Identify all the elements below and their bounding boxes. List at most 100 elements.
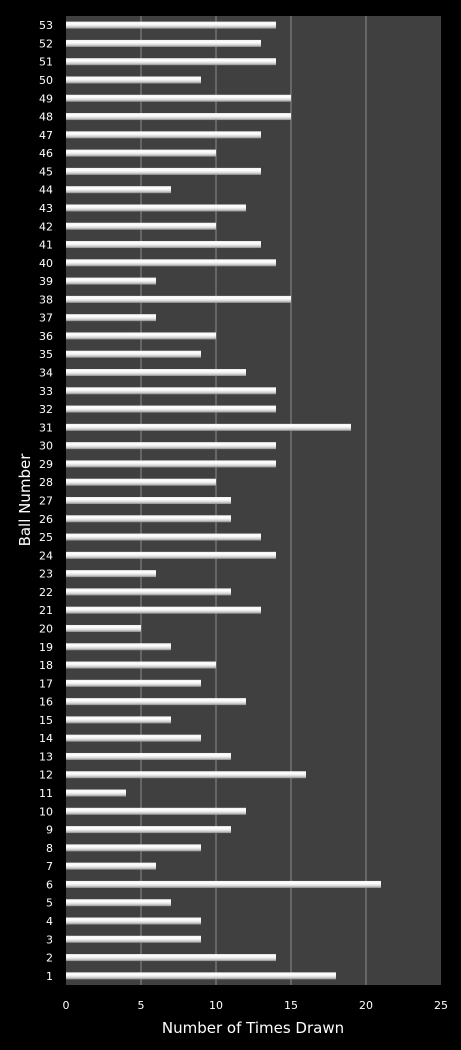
bar-ball-13 — [66, 752, 231, 760]
y-tick-label: 13 — [39, 750, 53, 763]
y-tick-label: 28 — [39, 476, 53, 489]
bar-ball-15 — [66, 716, 171, 724]
bar-ball-9 — [66, 826, 231, 834]
y-tick-label: 3 — [46, 933, 53, 946]
y-tick-label: 5 — [46, 897, 53, 910]
bars — [66, 21, 381, 980]
x-axis-title: Number of Times Drawn — [162, 1019, 344, 1037]
y-tick-label: 47 — [39, 129, 53, 142]
y-tick-label: 51 — [39, 56, 53, 69]
bar-ball-10 — [66, 807, 246, 815]
bar-ball-53 — [66, 21, 276, 29]
y-tick-label: 53 — [39, 19, 53, 32]
bar-ball-8 — [66, 844, 201, 852]
bar-ball-45 — [66, 167, 261, 175]
bar-ball-47 — [66, 131, 261, 139]
bar-ball-46 — [66, 149, 216, 157]
bar-ball-36 — [66, 332, 216, 340]
y-tick-label: 33 — [39, 385, 53, 398]
y-tick-label: 4 — [46, 915, 53, 928]
y-tick-label: 36 — [39, 330, 53, 343]
bar-ball-7 — [66, 862, 156, 870]
y-tick-label: 12 — [39, 769, 53, 782]
bar-ball-31 — [66, 423, 351, 431]
y-tick-label: 23 — [39, 568, 53, 581]
bar-ball-51 — [66, 58, 276, 66]
y-tick-label: 2 — [46, 952, 53, 965]
bar-ball-28 — [66, 478, 216, 486]
y-tick-label: 31 — [39, 421, 53, 434]
bar-ball-48 — [66, 113, 291, 121]
y-tick-label: 25 — [39, 531, 53, 544]
y-tick-label: 20 — [39, 622, 53, 635]
bar-ball-39 — [66, 277, 156, 285]
y-tick-label: 43 — [39, 202, 53, 215]
y-tick-label: 44 — [39, 184, 53, 197]
y-tick-label: 21 — [39, 604, 53, 617]
y-tick-label: 50 — [39, 74, 53, 87]
y-tick-label: 34 — [39, 367, 53, 380]
bar-ball-25 — [66, 533, 261, 541]
bar-ball-12 — [66, 771, 306, 779]
bar-ball-19 — [66, 643, 171, 651]
bar-ball-50 — [66, 76, 201, 84]
bar-ball-37 — [66, 314, 156, 322]
x-tick-label: 25 — [434, 999, 448, 1012]
bar-ball-34 — [66, 369, 246, 377]
bar-ball-11 — [66, 789, 126, 797]
y-tick-label: 14 — [39, 732, 53, 745]
bar-ball-17 — [66, 679, 201, 687]
bar-ball-21 — [66, 606, 261, 614]
y-tick-label: 27 — [39, 495, 53, 508]
y-tick-label: 52 — [39, 37, 53, 50]
y-tick-labels: 1234567891011121314151617181920212223242… — [39, 19, 53, 983]
bar-ball-33 — [66, 387, 276, 395]
bar-ball-42 — [66, 222, 216, 230]
y-tick-label: 41 — [39, 239, 53, 252]
bar-ball-44 — [66, 186, 171, 194]
x-tick-label: 15 — [284, 999, 298, 1012]
y-tick-label: 38 — [39, 293, 53, 306]
y-tick-label: 10 — [39, 805, 53, 818]
y-tick-label: 37 — [39, 312, 53, 325]
bar-ball-32 — [66, 405, 276, 413]
y-tick-label: 16 — [39, 696, 53, 709]
y-tick-label: 48 — [39, 111, 53, 124]
x-tick-label: 5 — [138, 999, 145, 1012]
y-tick-label: 49 — [39, 92, 53, 105]
y-tick-label: 45 — [39, 165, 53, 178]
bar-ball-27 — [66, 497, 231, 504]
y-tick-label: 17 — [39, 677, 53, 690]
y-tick-label: 18 — [39, 659, 53, 672]
y-tick-label: 19 — [39, 641, 53, 654]
y-tick-label: 35 — [39, 348, 53, 361]
bar-ball-5 — [66, 899, 171, 907]
bar-ball-49 — [66, 94, 291, 102]
x-tick-label: 20 — [359, 999, 373, 1012]
bar-ball-30 — [66, 442, 276, 450]
y-tick-label: 39 — [39, 275, 53, 288]
bar-ball-6 — [66, 880, 381, 888]
bar-ball-23 — [66, 570, 156, 578]
y-axis-title: Ball Number — [16, 453, 34, 547]
bar-ball-4 — [66, 917, 201, 925]
x-tick-labels: 0 5 10 15 20 25 — [63, 999, 449, 1012]
bar-ball-40 — [66, 259, 276, 267]
y-tick-label: 22 — [39, 586, 53, 599]
y-tick-label: 9 — [46, 824, 53, 837]
y-tick-label: 29 — [39, 458, 53, 471]
bar-ball-18 — [66, 661, 216, 669]
bar-ball-41 — [66, 241, 261, 249]
y-tick-label: 40 — [39, 257, 53, 270]
y-tick-label: 8 — [46, 842, 53, 855]
y-tick-label: 15 — [39, 714, 53, 727]
y-tick-label: 11 — [39, 787, 53, 800]
bar-ball-24 — [66, 551, 276, 559]
bar-ball-43 — [66, 204, 246, 212]
y-tick-label: 42 — [39, 220, 53, 233]
y-tick-label: 1 — [46, 970, 53, 983]
bar-ball-20 — [66, 624, 141, 632]
bar-ball-52 — [66, 39, 261, 47]
bar-ball-1 — [66, 972, 336, 980]
bar-ball-3 — [66, 935, 201, 943]
